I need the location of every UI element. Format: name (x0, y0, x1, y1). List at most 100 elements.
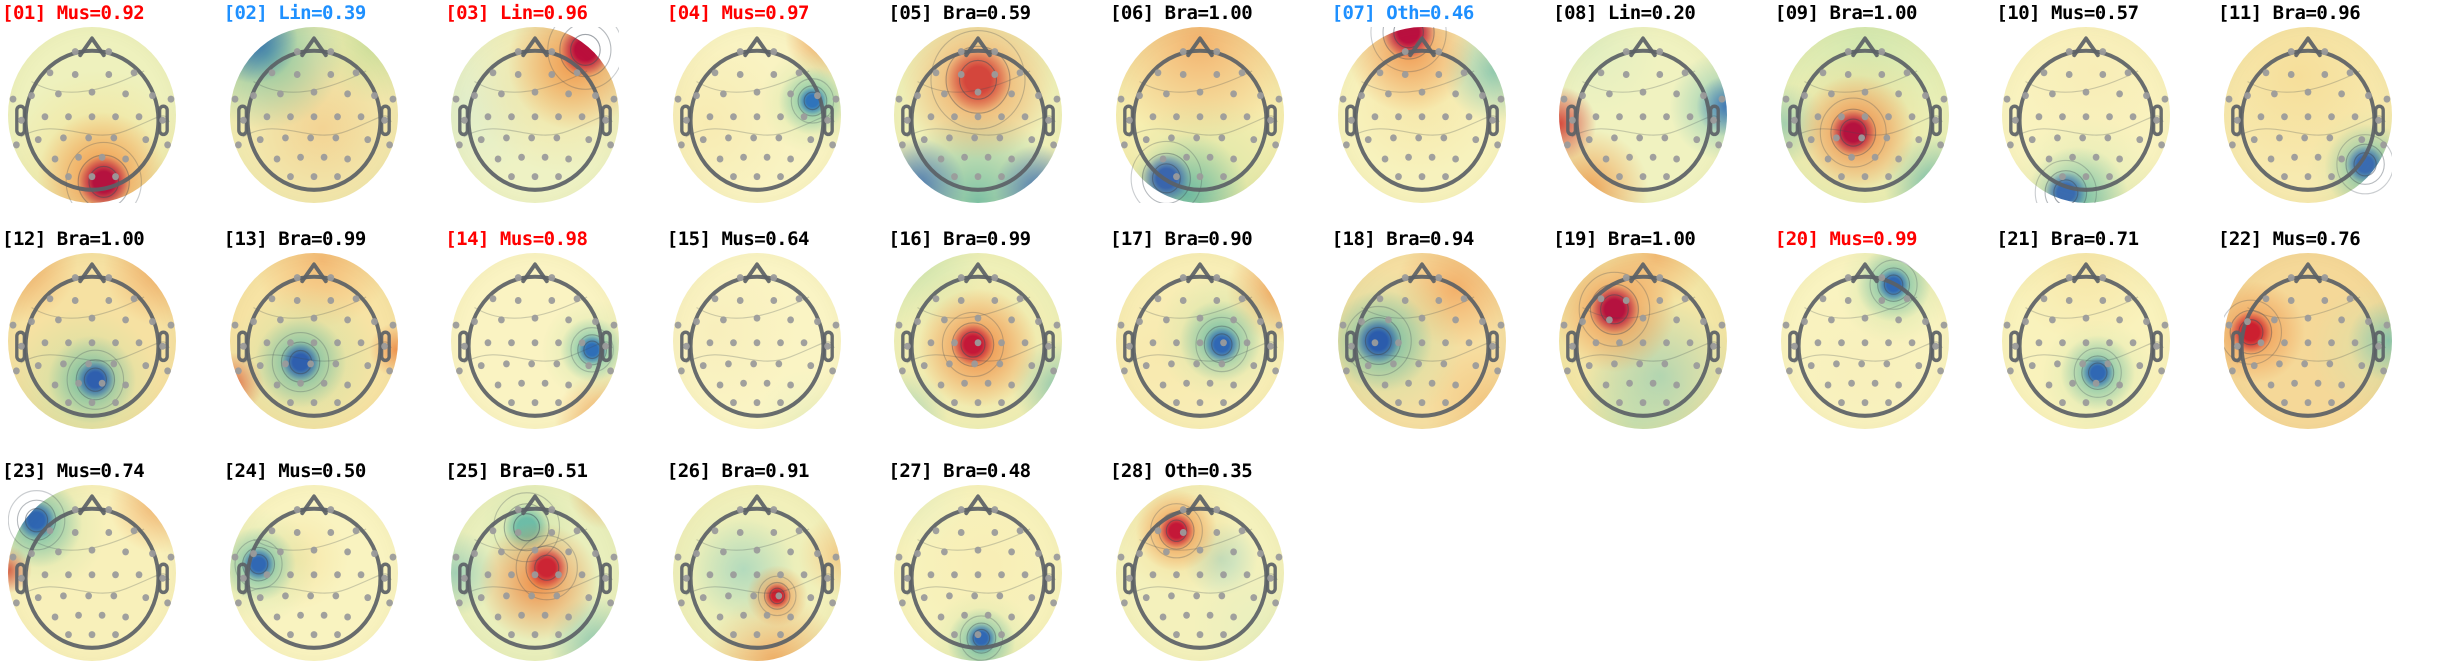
component-title: [22] Mus=0.76 (2217, 228, 2361, 250)
contour-ring (547, 27, 620, 90)
contour-line (474, 70, 588, 93)
contour-line (241, 573, 392, 596)
component-cell: [01] Mus=0.92 (0, 0, 222, 226)
electrode-dots (674, 48, 840, 181)
topomap (1559, 27, 1728, 203)
contour-ring (972, 628, 991, 648)
topomap (672, 485, 841, 661)
contour-line (463, 115, 613, 138)
electrode-dots (896, 48, 1061, 181)
component-title: [24] Mus=0.50 (223, 460, 367, 482)
component-cell: [23] Mus=0.74 (0, 458, 222, 667)
topomap (894, 485, 1063, 661)
contour-ring (1141, 152, 1191, 203)
contour-ring (493, 492, 561, 563)
contour-line (252, 296, 366, 319)
nose (1186, 494, 1214, 516)
head-outline (1574, 48, 1712, 192)
contour-line (906, 341, 1057, 364)
topomap-svg (231, 262, 396, 418)
component-title: [02] Lin=0.39 (223, 2, 367, 24)
topomap (1337, 27, 1506, 203)
topomap-svg (9, 262, 175, 418)
head-outline (910, 48, 1047, 192)
contour-ring (503, 503, 550, 552)
contour-ring (769, 587, 785, 605)
contour-ring (65, 141, 142, 203)
component-title: [06] Bra=1.00 (1109, 2, 1253, 24)
topomap-svg (2004, 262, 2169, 418)
contour-line (1128, 573, 1278, 596)
component-cell: [15] Mus=0.64 (665, 226, 887, 458)
contour-line (2014, 115, 2165, 138)
nose (299, 494, 328, 516)
contour-ring (1211, 333, 1233, 356)
contour-line (31, 528, 145, 551)
head-outline (23, 506, 161, 650)
contour-ring (1578, 271, 1651, 347)
component-cell: [10] Mus=0.57 (1994, 0, 2216, 226)
topomap-svg (1117, 262, 1283, 418)
contour-line (1571, 115, 1721, 138)
contour-ring (2053, 179, 2079, 203)
electrode-dots (674, 506, 840, 639)
contour-ring (2336, 134, 2392, 195)
component-cell: [18] Bra=0.94 (1330, 226, 1552, 458)
contour-ring (960, 615, 1004, 661)
component-cell: [08] Lin=0.20 (1551, 0, 1773, 226)
topomap-svg (1339, 262, 1504, 418)
topomap-svg (1560, 262, 1726, 418)
component-cell: [04] Mus=0.97 (665, 0, 887, 226)
nose (521, 36, 549, 58)
electrode-dots (452, 48, 618, 181)
component-cell: [19] Bra=1.00 (1551, 226, 1773, 458)
component-title: [21] Bra=0.71 (1996, 228, 2139, 250)
contour-line (1139, 70, 1253, 93)
contour-ring (534, 554, 560, 581)
contour-line (1582, 296, 1696, 319)
contour-ring (1369, 27, 1447, 73)
nose (743, 36, 771, 58)
electrode-dots (1339, 274, 1504, 407)
topomap-svg (231, 494, 396, 650)
component-cell: [05] Bra=0.59 (886, 0, 1108, 226)
contour-line (1582, 70, 1696, 93)
electrode-dots (1782, 274, 1948, 407)
contour-line (31, 296, 145, 319)
component-title: [14] Mus=0.98 (445, 228, 588, 250)
nose (1407, 262, 1436, 284)
electrode-dots (896, 506, 1061, 639)
topomap (8, 485, 176, 661)
head-outline (466, 506, 604, 650)
nose (964, 494, 993, 516)
contour-line (241, 115, 392, 138)
nose (964, 262, 993, 284)
topomap-svg (2004, 36, 2169, 203)
contour-ring (930, 29, 1026, 130)
nose (1407, 36, 1436, 58)
contour-line (463, 573, 613, 596)
contour-line (917, 70, 1031, 93)
component-cell: [12] Bra=1.00 (0, 226, 222, 458)
contour-line (1793, 341, 1943, 364)
topomap (1780, 253, 1949, 429)
head-outline (688, 506, 826, 650)
nose (78, 36, 106, 58)
contour-line (2014, 341, 2165, 364)
topomap (229, 27, 398, 203)
contour-ring (75, 359, 116, 401)
contour-ring (1839, 118, 1867, 147)
contour-ring (1883, 274, 1904, 295)
contour-ring (1165, 519, 1188, 542)
contour-ring (1876, 267, 1910, 302)
electrode-dots (1117, 274, 1283, 407)
contour-line (1139, 296, 1253, 319)
component-title: [04] Mus=0.97 (666, 2, 810, 24)
nose (299, 262, 328, 284)
contour-line (241, 341, 392, 364)
component-title: [07] Oth=0.46 (1331, 2, 1475, 24)
contour-ring (513, 513, 541, 542)
contour-ring (757, 575, 797, 617)
electrode-dots (1782, 48, 1948, 181)
